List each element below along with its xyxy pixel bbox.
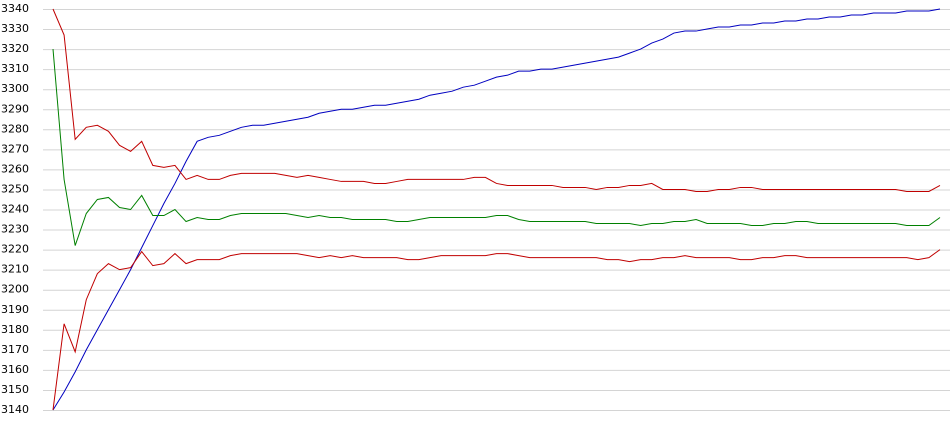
y-tick-label: 3190	[1, 303, 29, 316]
series-line	[52, 8, 941, 411]
y-tick-label: 3310	[1, 62, 29, 75]
y-tick-label: 3230	[1, 223, 29, 236]
y-tick-label: 3290	[1, 102, 29, 115]
y-tick-label: 3220	[1, 243, 29, 256]
y-tick-label: 3180	[1, 323, 29, 336]
y-tick-label: 3260	[1, 162, 29, 175]
series-line	[52, 8, 941, 192]
y-tick-label: 3250	[1, 182, 29, 195]
y-tick-label: 3270	[1, 142, 29, 155]
y-tick-label: 3200	[1, 283, 29, 296]
y-tick-label: 3280	[1, 122, 29, 135]
y-tick-label: 3170	[1, 343, 29, 356]
y-tick-label: 3210	[1, 263, 29, 276]
y-tick-label: 3140	[1, 403, 29, 416]
series-line	[52, 49, 941, 246]
y-tick-label: 3300	[1, 82, 29, 95]
y-tick-label: 3330	[1, 22, 29, 35]
y-tick-label: 3240	[1, 203, 29, 216]
series-line	[52, 249, 941, 411]
y-tick-label: 3150	[1, 383, 29, 396]
y-tick-label: 3160	[1, 363, 29, 376]
y-tick-label: 3340	[1, 2, 29, 15]
y-tick-label: 3320	[1, 42, 29, 55]
